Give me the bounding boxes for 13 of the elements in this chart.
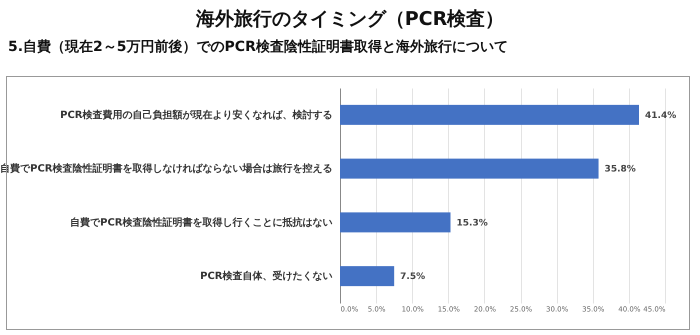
data-label: 35.8% — [604, 164, 636, 175]
chart-subtitle: 5.自費（現在2～5万円前後）でのPCR検査陰性証明書取得と海外旅行について — [8, 38, 509, 57]
bar — [340, 266, 394, 286]
bar — [340, 104, 639, 125]
bar — [340, 158, 599, 179]
chart-title: 海外旅行のタイミング（PCR検査） — [194, 7, 506, 32]
data-label: 41.4% — [645, 110, 676, 121]
bar — [340, 212, 450, 232]
data-label: 7.5% — [400, 272, 426, 282]
y-tick-label: PCR検査自体、受けたくない — [200, 270, 332, 282]
data-label: 15.3% — [456, 218, 488, 228]
y-tick-label: PCR検査費用の自己負担額が現在より安くなれば、検討する — [60, 108, 332, 121]
y-tick-label: 自費でPCR検査陰性証明書を取得し行くことに抵抗はない — [70, 216, 332, 228]
